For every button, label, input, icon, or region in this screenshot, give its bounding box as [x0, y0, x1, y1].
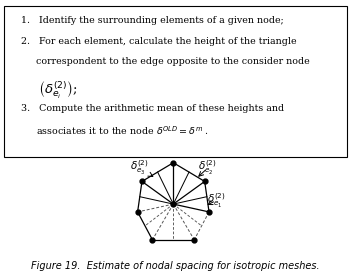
Text: $\delta_{e_1}^{(2)}$: $\delta_{e_1}^{(2)}$ — [207, 192, 225, 210]
Text: associates it to the node $\delta^{OLD} = \delta^{m}$ .: associates it to the node $\delta^{OLD} … — [21, 124, 209, 137]
Text: $\delta_{e_2}^{(2)}$: $\delta_{e_2}^{(2)}$ — [198, 159, 217, 178]
Text: correspondent to the edge opposite to the consider node: correspondent to the edge opposite to th… — [21, 57, 310, 66]
Text: $\left(\delta_{e_i}^{(2)}\right)$;: $\left(\delta_{e_i}^{(2)}\right)$; — [38, 80, 78, 101]
Text: 3.   Compute the arithmetic mean of these heights and: 3. Compute the arithmetic mean of these … — [21, 104, 284, 113]
Text: Figure 19.  Estimate of nodal spacing for isotropic meshes.: Figure 19. Estimate of nodal spacing for… — [31, 261, 320, 271]
Text: 2.   For each element, calculate the height of the triangle: 2. For each element, calculate the heigh… — [21, 37, 296, 46]
FancyBboxPatch shape — [4, 6, 347, 157]
Text: $\delta_{e_3}^{(2)}$: $\delta_{e_3}^{(2)}$ — [130, 159, 153, 178]
Text: 1.   Identify the surrounding elements of a given node;: 1. Identify the surrounding elements of … — [21, 16, 284, 25]
